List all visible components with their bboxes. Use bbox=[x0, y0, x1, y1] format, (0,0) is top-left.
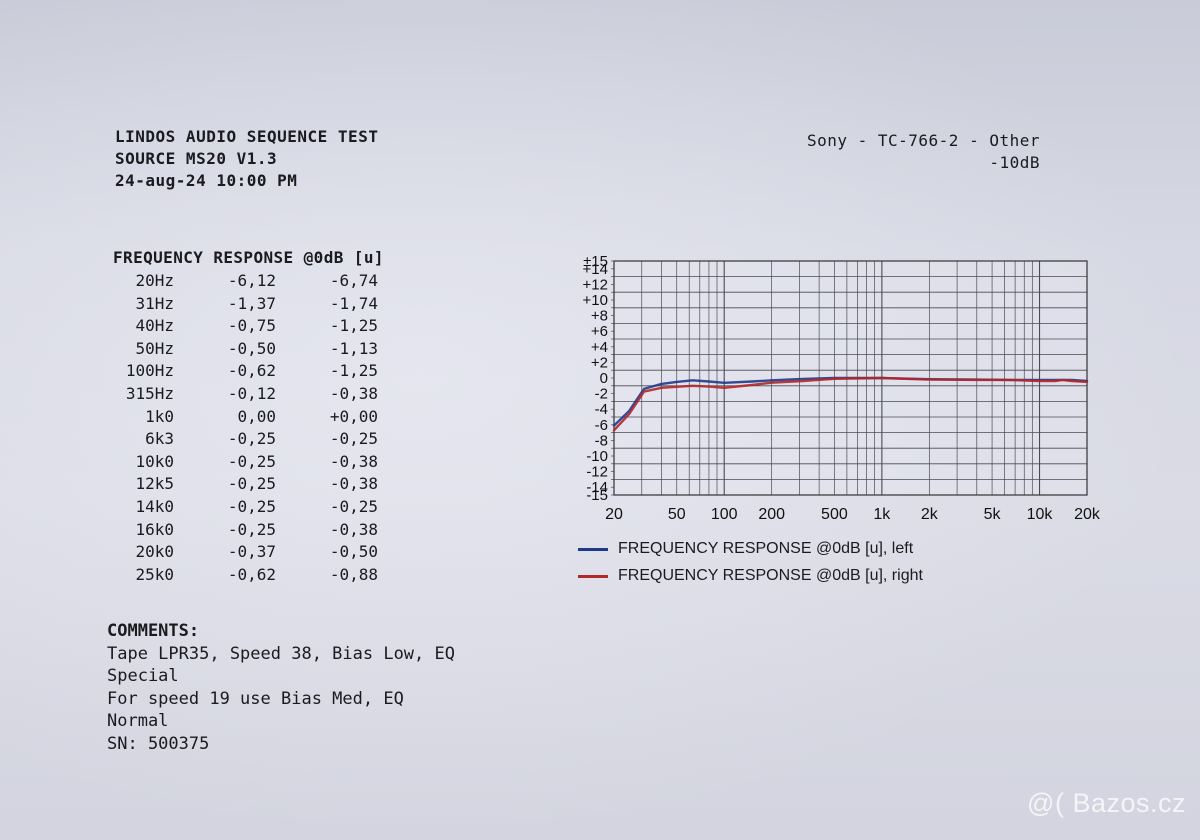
freq-cell: 25k0 bbox=[135, 564, 174, 584]
series-line-right bbox=[612, 376, 1089, 432]
x-tick-label: 20 bbox=[605, 506, 623, 523]
freq-cell: 6k3 bbox=[145, 429, 174, 449]
site-watermark: @( Bazos.cz bbox=[1027, 788, 1186, 819]
device-name: Sony - TC-766-2 - Other bbox=[806, 131, 1040, 150]
right-cell: -0,38 bbox=[329, 519, 378, 539]
x-tick-label: 10k bbox=[1027, 506, 1054, 523]
freq-cell: 20k0 bbox=[135, 542, 174, 562]
x-tick-label: 20k bbox=[1074, 506, 1101, 523]
y-tick-label: -14 bbox=[586, 479, 608, 496]
freq-cell: 1k0 bbox=[145, 406, 174, 426]
comment-line: Tape LPR35, Speed 38, Bias Low, EQ bbox=[107, 643, 455, 664]
y-tick-label: 0 bbox=[600, 370, 608, 387]
frequency-table-title: FREQUENCY RESPONSE @0dB [u] bbox=[113, 248, 384, 267]
y-tick-label: ±15 bbox=[583, 253, 608, 270]
device-header: Sony - TC-766-2 - Other -10dB bbox=[807, 130, 1040, 174]
right-cell: +0,00 bbox=[329, 406, 378, 426]
right-cell: -0,38 bbox=[329, 451, 378, 471]
left-cell: -0,62 bbox=[227, 361, 276, 381]
legend-label-right: FREQUENCY RESPONSE @0dB [u], right bbox=[618, 567, 923, 584]
y-tick-label: +8 bbox=[591, 308, 608, 325]
right-cell: -1,25 bbox=[329, 316, 378, 336]
right-cell: -0,25 bbox=[329, 429, 378, 449]
freq-cell: 50Hz bbox=[135, 338, 174, 358]
left-cell: -0,62 bbox=[227, 564, 276, 584]
legend-label-left: FREQUENCY RESPONSE @0dB [u], left bbox=[618, 540, 914, 557]
left-cell: -0,25 bbox=[227, 519, 276, 539]
left-cell: -0,50 bbox=[227, 338, 276, 358]
y-tick-label: -10 bbox=[586, 448, 608, 465]
comments-section: COMMENTS: Tape LPR35, Speed 38, Bias Low… bbox=[107, 620, 455, 756]
y-tick-label: +4 bbox=[591, 339, 608, 356]
left-cell: -0,25 bbox=[227, 474, 276, 494]
freq-cell: 315Hz bbox=[125, 383, 174, 403]
y-tick-label: +6 bbox=[591, 323, 608, 340]
y-tick-label: +12 bbox=[583, 276, 608, 293]
freq-cell: 31Hz bbox=[135, 293, 174, 313]
test-header: LINDOS AUDIO SEQUENCE TEST SOURCE MS20 V… bbox=[115, 126, 378, 192]
watermark-logo-icon: @( bbox=[1027, 788, 1065, 818]
comment-line: For speed 19 use Bias Med, EQ bbox=[107, 688, 404, 709]
reference-level: -10dB bbox=[989, 153, 1040, 172]
left-cell: -0,12 bbox=[227, 383, 276, 403]
left-cell: -0,25 bbox=[227, 451, 276, 471]
left-cell: -0,25 bbox=[227, 496, 276, 516]
left-cell: -6,12 bbox=[227, 271, 276, 290]
right-cell: -0,38 bbox=[329, 474, 378, 494]
left-cell: -1,37 bbox=[227, 293, 276, 313]
right-cell: -1,25 bbox=[329, 361, 378, 381]
right-cell: -1,13 bbox=[329, 338, 378, 358]
x-tick-label: 50 bbox=[668, 506, 686, 523]
freq-cell: 14k0 bbox=[135, 496, 174, 516]
freq-cell: 40Hz bbox=[135, 316, 174, 336]
freq-cell: 10k0 bbox=[135, 451, 174, 471]
freq-cell: 16k0 bbox=[135, 519, 174, 539]
right-cell: -0,25 bbox=[329, 496, 378, 516]
plot-frame bbox=[613, 260, 1088, 496]
legend-swatch-right bbox=[578, 575, 608, 578]
y-tick-label: +14 bbox=[583, 261, 608, 278]
freq-cell: 100Hz bbox=[125, 361, 174, 381]
y-tick-label: -4 bbox=[595, 401, 608, 418]
right-cell: -6,74 bbox=[329, 271, 378, 290]
y-tick-label: +2 bbox=[591, 354, 608, 371]
right-cell: -1,74 bbox=[329, 293, 378, 313]
comment-line: Normal bbox=[107, 711, 169, 732]
header-title: LINDOS AUDIO SEQUENCE TEST bbox=[115, 127, 379, 146]
left-cell: 0,00 bbox=[237, 406, 276, 426]
legend-swatch-left bbox=[578, 548, 608, 551]
header-source: SOURCE MS20 V1.3 bbox=[115, 149, 278, 168]
x-tick-label: 500 bbox=[821, 506, 848, 523]
x-tick-label: 5k bbox=[984, 506, 1002, 523]
y-tick-label: -2 bbox=[595, 386, 608, 403]
y-tick-label: +10 bbox=[583, 292, 608, 309]
y-tick-label: -8 bbox=[595, 432, 608, 449]
right-cell: -0,50 bbox=[329, 542, 378, 562]
x-tick-label: 100 bbox=[711, 506, 738, 523]
y-tick-label: -12 bbox=[586, 464, 608, 481]
frequency-response-chart: ±15+14+12+10+8+6+4+20-2-4-6-8-10-12-14-1… bbox=[583, 253, 1101, 523]
left-cell: -0,37 bbox=[227, 542, 276, 562]
freq-cell: 20Hz bbox=[135, 271, 174, 290]
right-cell: -0,88 bbox=[329, 564, 378, 584]
comment-line: Special bbox=[107, 666, 179, 687]
comments-title: COMMENTS: bbox=[107, 621, 200, 641]
left-cell: -0,25 bbox=[227, 429, 276, 449]
y-tick-label: -15 bbox=[586, 487, 608, 504]
right-cell: -0,38 bbox=[329, 383, 378, 403]
comment-line: SN: 500375 bbox=[107, 733, 210, 754]
header-date: 24-aug-24 10:00 PM bbox=[115, 171, 298, 190]
x-tick-label: 2k bbox=[921, 506, 939, 523]
y-tick-label: -6 bbox=[595, 417, 608, 434]
left-cell: -0,75 bbox=[227, 316, 276, 336]
x-tick-label: 200 bbox=[758, 506, 785, 523]
watermark-text: Bazos.cz bbox=[1072, 788, 1186, 818]
x-tick-label: 1k bbox=[873, 506, 891, 523]
freq-cell: 12k5 bbox=[135, 474, 174, 494]
